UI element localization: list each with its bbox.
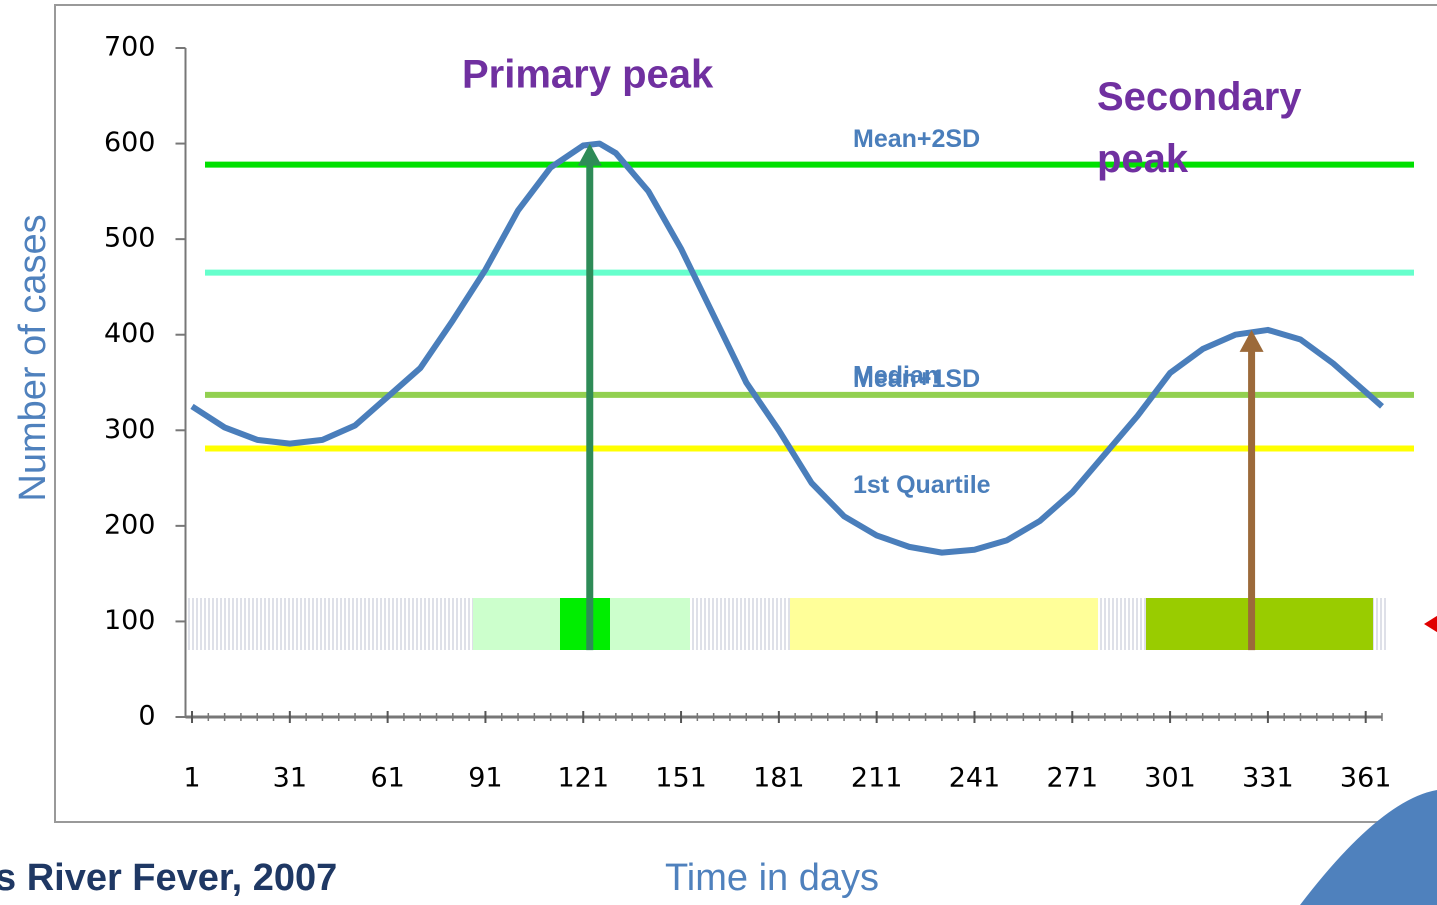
x-tick-label: 271: [1047, 763, 1099, 794]
x-tick-label: 121: [557, 763, 609, 794]
x-tick-label: 31: [273, 763, 307, 794]
x-tick-label: 361: [1340, 763, 1392, 794]
reference-label: 1st Quartile: [853, 471, 991, 499]
y-tick-label: 500: [104, 223, 156, 254]
reference-label: Median: [853, 362, 939, 390]
annotation: Secondary peak: [1097, 75, 1302, 181]
x-tick-label: 91: [468, 763, 502, 794]
season-band: [186, 598, 1387, 650]
y-tick-label: 100: [104, 605, 156, 636]
frame: [54, 4, 1437, 823]
reference-label: Mean+2SD: [853, 125, 980, 153]
y-tick-label: 300: [104, 414, 156, 445]
x-axis-label: Time in days: [665, 857, 879, 899]
x-tick-label: 151: [655, 763, 707, 794]
x-tick-label: 61: [370, 763, 404, 794]
y-tick-label: 700: [104, 32, 156, 63]
y-tick-label: 0: [138, 701, 155, 732]
title: s River Fever, 2007: [0, 857, 337, 899]
x-tick-label: 331: [1242, 763, 1294, 794]
pointer-icon: [1424, 615, 1437, 633]
logo-shape: [1300, 790, 1437, 905]
reference-label: Mean+1SD: [853, 365, 980, 393]
x-tick-label: 301: [1144, 763, 1196, 794]
y-tick-label: 400: [104, 318, 156, 349]
line-series: [190, 140, 1384, 556]
arrow-head: [577, 143, 602, 166]
x-tick-label: 211: [851, 763, 903, 794]
y-tick-label: 200: [104, 509, 156, 540]
x-tick-label: 241: [949, 763, 1001, 794]
y-tick-label: 600: [104, 127, 156, 158]
arrow-head: [1239, 329, 1264, 352]
x-tick-label: 1: [183, 763, 200, 794]
y-axis-label: Number of cases: [12, 214, 54, 501]
annotation: Primary peak: [462, 53, 714, 97]
x-tick-label: 181: [753, 763, 805, 794]
